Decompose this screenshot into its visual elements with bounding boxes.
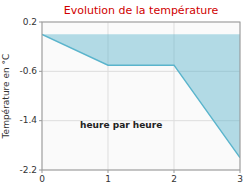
area-line [42,34,240,157]
plot-background [42,22,240,170]
tick-label-y: -2.2 [19,165,37,175]
tick-x [108,170,109,173]
x-axis-label: heure par heure [80,120,162,130]
ticks: 0.2 -0.6 -1.4 -2.20 1 2 3 [19,17,242,185]
tick-label-x: 2 [171,174,177,184]
tick-label-x: 3 [237,174,243,184]
chart-container: 0.2 -0.6 -1.4 -2.20 1 2 3 Evolution de la tempé… [0,0,250,188]
tick-x [42,170,43,173]
area-fill [42,34,240,157]
tick-label-x: 0 [39,174,45,184]
tick-label-y: -1.4 [19,115,37,125]
tick-y [39,120,42,121]
tick-x [240,170,241,173]
tick-label-x: 1 [105,174,111,184]
plot-frame [42,22,240,170]
tick-label-y: 0.2 [23,17,37,27]
grid [42,22,240,170]
y-axis-label: Température en °C [1,54,11,140]
tick-x [174,170,175,173]
tick-label-y: -0.6 [19,66,37,76]
data-group [42,34,240,157]
tick-y [39,71,42,72]
chart: 0.2 -0.6 -1.4 -2.20 1 2 3 Evolution de la tempé… [0,0,250,188]
tick-y [39,22,42,23]
title: Evolution de la température [64,4,219,17]
